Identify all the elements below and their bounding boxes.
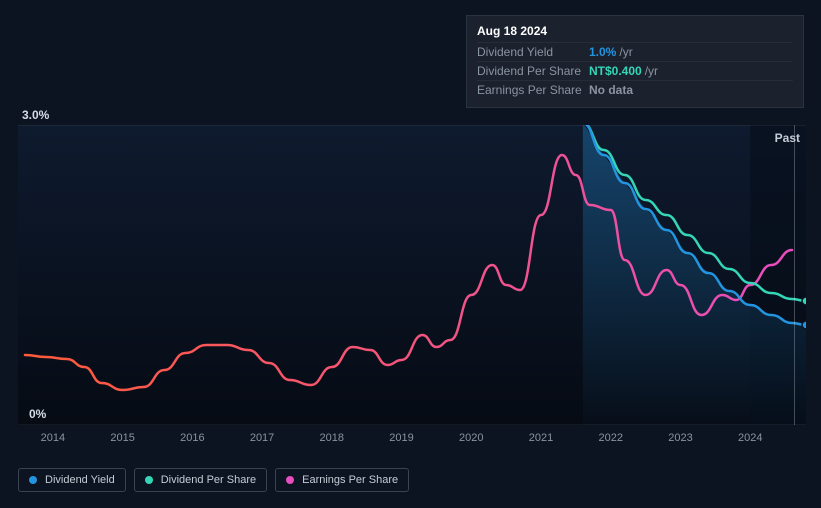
legend-label: Dividend Yield [45, 474, 115, 486]
x-tick: 2024 [738, 432, 762, 444]
x-tick: 2017 [250, 432, 274, 444]
legend-item[interactable]: Dividend Yield [18, 468, 126, 492]
legend-item[interactable]: Dividend Per Share [134, 468, 267, 492]
x-tick: 2020 [459, 432, 483, 444]
legend-dot-icon [286, 476, 294, 484]
x-axis: 2014 2015 2016 2017 2018 2019 2020 2021 2022 2023… [18, 432, 806, 448]
past-label: Past [775, 131, 800, 145]
tooltip-date: Aug 18 2024 [477, 22, 793, 42]
tooltip-row-value: NT$0.400/yr [589, 64, 658, 78]
x-tick: 2016 [180, 432, 204, 444]
tooltip-row-label: Dividend Yield [477, 45, 589, 59]
dividend-chart-container: Aug 18 2024 Dividend Yield1.0%/yrDividen… [0, 0, 821, 508]
x-tick: 2015 [110, 432, 134, 444]
chart-svg [18, 125, 806, 425]
legend-label: Earnings Per Share [302, 474, 398, 486]
legend-label: Dividend Per Share [161, 474, 256, 486]
legend: Dividend Yield Dividend Per Share Earnings… [18, 468, 409, 492]
tooltip-row-value: 1.0%/yr [589, 45, 633, 59]
x-tick: 2018 [320, 432, 344, 444]
x-tick: 2019 [389, 432, 413, 444]
legend-dot-icon [145, 476, 153, 484]
x-tick: 2023 [668, 432, 692, 444]
tooltip-row-value: No data [589, 83, 633, 97]
y-axis-min-label: 0% [29, 407, 46, 421]
legend-item[interactable]: Earnings Per Share [275, 468, 409, 492]
tooltip-row: Dividend Yield1.0%/yr [477, 42, 793, 61]
hover-tooltip: Aug 18 2024 Dividend Yield1.0%/yrDividen… [466, 15, 804, 108]
y-axis-max-label: 3.0% [22, 108, 49, 122]
hover-marker-line [794, 125, 795, 425]
x-tick: 2022 [598, 432, 622, 444]
tooltip-row: Dividend Per ShareNT$0.400/yr [477, 61, 793, 80]
legend-dot-icon [29, 476, 37, 484]
plot-area[interactable] [18, 125, 806, 425]
tooltip-row-label: Earnings Per Share [477, 83, 589, 97]
x-tick: 2014 [41, 432, 65, 444]
x-tick: 2021 [529, 432, 553, 444]
tooltip-row: Earnings Per ShareNo data [477, 80, 793, 99]
tooltip-row-label: Dividend Per Share [477, 64, 589, 78]
